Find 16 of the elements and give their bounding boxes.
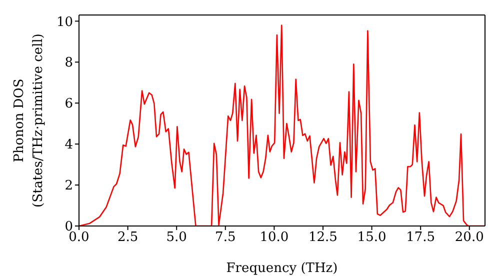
y-axis-title: Phonon DOS (States/THz·primitive cell) <box>12 33 46 208</box>
x-tick-label: 7.5 <box>215 230 236 246</box>
x-tick-label: 0.0 <box>68 230 90 246</box>
x-tick-label: 12.5 <box>308 230 338 246</box>
y-tick-label: 4 <box>64 138 73 153</box>
x-tick-label: 2.5 <box>117 230 138 246</box>
y-tick-label: 8 <box>64 56 73 71</box>
y-tick-label: 6 <box>64 96 73 112</box>
x-axis-title: Frequency (THz) <box>226 261 338 276</box>
x-tick-label: 17.5 <box>406 230 436 246</box>
x-tick-label: 5.0 <box>166 230 187 246</box>
x-tick-label: 10.0 <box>260 230 289 246</box>
x-tick-label: 15.0 <box>357 230 386 246</box>
y-tick-label: 10 <box>56 14 73 30</box>
y-tick-label: 2 <box>64 178 73 194</box>
x-tick-label: 20.0 <box>454 230 484 246</box>
